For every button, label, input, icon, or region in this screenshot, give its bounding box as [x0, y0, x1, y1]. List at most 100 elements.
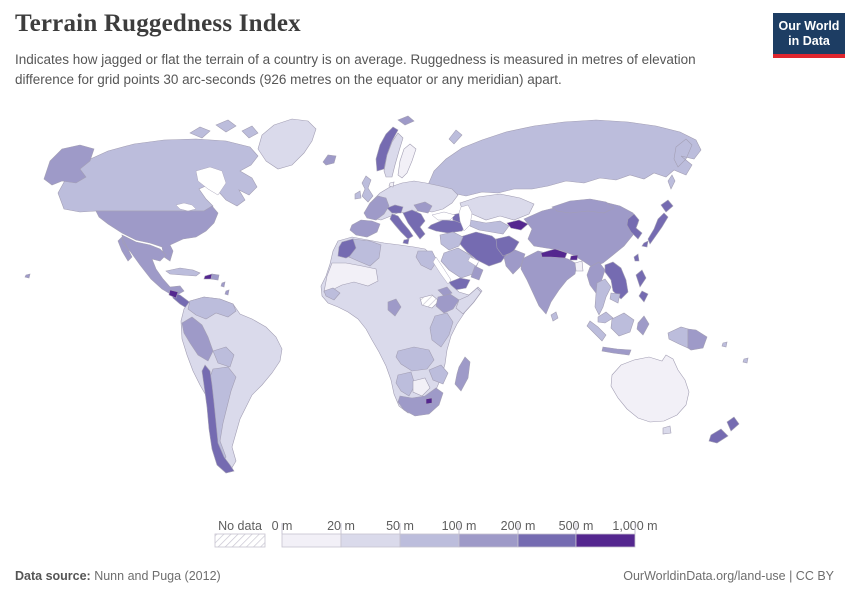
region-chile[interactable]: [201, 364, 235, 474]
region-algeria[interactable]: [348, 238, 382, 267]
region-haiti[interactable]: [203, 273, 213, 280]
owid-logo[interactable]: Our World in Data: [773, 13, 845, 58]
region-angola-zambia[interactable]: [395, 346, 435, 372]
region-usa[interactable]: [95, 205, 219, 262]
region-colombia-venezuela[interactable]: [187, 296, 237, 320]
region-finland[interactable]: [397, 143, 417, 179]
legend-bin-5[interactable]: [575, 533, 636, 548]
region-italy[interactable]: [389, 213, 414, 245]
region-madagascar[interactable]: [454, 356, 471, 392]
region-lesotho[interactable]: [425, 397, 433, 405]
legend-bin-4[interactable]: [517, 533, 577, 548]
region-somalia[interactable]: [455, 287, 482, 315]
chart-subtitle: Indicates how jagged or flat the terrain…: [15, 52, 696, 87]
legend-no-data-label: No data: [218, 519, 262, 533]
region-guinea[interactable]: [323, 287, 341, 301]
region-bangladesh[interactable]: [574, 260, 584, 272]
region-cameroon[interactable]: [387, 298, 402, 317]
region-dominican-republic[interactable]: [210, 273, 220, 281]
region-new-guinea-west[interactable]: [667, 326, 689, 349]
region-thailand[interactable]: [594, 278, 612, 316]
footer-source-label: Data source:: [15, 569, 91, 583]
region-alps[interactable]: [386, 204, 404, 214]
world-map: [24, 115, 749, 474]
region-taiwan[interactable]: [633, 253, 640, 262]
region-south-sudan[interactable]: [419, 294, 440, 309]
region-arctic-islands[interactable]: [189, 119, 259, 139]
region-zimbabwe-mozambique[interactable]: [428, 364, 449, 385]
region-papua-new-guinea[interactable]: [687, 328, 708, 351]
region-tasmania[interactable]: [662, 425, 672, 435]
legend-bin-2[interactable]: [399, 533, 460, 548]
map-legend: No data 0 m 20 m 50 m 100 m 200 m 500 m …: [214, 519, 658, 548]
region-novaya-zemlya[interactable]: [448, 129, 463, 145]
region-oman[interactable]: [470, 265, 484, 281]
region-sweden[interactable]: [383, 132, 404, 178]
region-bolivia[interactable]: [212, 346, 235, 368]
region-cuba[interactable]: [165, 267, 201, 277]
red-sea: [432, 256, 452, 285]
region-namibia[interactable]: [395, 371, 416, 397]
caspian-sea: [458, 204, 473, 232]
region-australia[interactable]: [610, 354, 690, 423]
region-turkey[interactable]: [427, 219, 467, 234]
persian-gulf: [467, 256, 480, 267]
region-botswana[interactable]: [412, 377, 431, 397]
region-ethiopia[interactable]: [435, 293, 460, 314]
region-syria-iraq[interactable]: [439, 231, 464, 251]
region-japan[interactable]: [641, 199, 674, 248]
region-india[interactable]: [520, 250, 578, 315]
region-sulawesi[interactable]: [636, 315, 650, 336]
region-kyrgyz-tajik[interactable]: [506, 219, 529, 231]
region-france[interactable]: [363, 195, 390, 221]
region-laos-vietnam[interactable]: [604, 261, 629, 300]
region-lesser-antilles[interactable]: [220, 281, 230, 296]
region-south-africa[interactable]: [397, 387, 444, 417]
region-hawaii[interactable]: [24, 273, 31, 279]
region-russia[interactable]: [427, 119, 702, 197]
region-denmark[interactable]: [388, 181, 395, 188]
region-mongolia[interactable]: [551, 198, 615, 214]
owid-logo-line1: Our World: [778, 19, 840, 33]
region-pacific-islands[interactable]: [721, 341, 749, 364]
legend-bin-1[interactable]: [340, 533, 401, 548]
region-east-africa[interactable]: [429, 312, 454, 348]
region-romania[interactable]: [413, 201, 433, 214]
region-balkans[interactable]: [402, 209, 426, 240]
region-iceland[interactable]: [322, 154, 337, 166]
region-korea[interactable]: [626, 213, 643, 240]
region-guatemala[interactable]: [168, 289, 179, 299]
region-greenland[interactable]: [257, 118, 317, 170]
region-philippines[interactable]: [635, 269, 649, 303]
region-alaska[interactable]: [43, 144, 95, 186]
region-pakistan[interactable]: [503, 249, 526, 275]
region-bhutan[interactable]: [569, 254, 579, 261]
region-iran[interactable]: [459, 231, 508, 267]
region-ecuador-peru[interactable]: [181, 316, 214, 362]
region-mexico[interactable]: [117, 234, 185, 296]
region-sahara-west[interactable]: [323, 262, 379, 293]
region-svalbard[interactable]: [397, 115, 415, 126]
region-sumatra[interactable]: [586, 320, 607, 342]
region-nepal[interactable]: [540, 248, 568, 259]
region-ireland[interactable]: [354, 190, 362, 200]
legend-no-data-swatch[interactable]: [214, 533, 266, 548]
region-sri-lanka[interactable]: [550, 311, 559, 322]
region-spain-portugal[interactable]: [349, 219, 381, 238]
region-borneo[interactable]: [610, 312, 635, 337]
hudson-bay: [195, 166, 227, 196]
region-cambodia[interactable]: [609, 292, 621, 304]
legend-bin-0[interactable]: [281, 533, 342, 548]
footer-link[interactable]: OurWorldinData.org/land-use | CC BY: [623, 569, 834, 583]
black-sea: [431, 211, 456, 221]
legend-bin-3[interactable]: [458, 533, 519, 548]
region-malaysia[interactable]: [597, 311, 614, 324]
region-uk[interactable]: [361, 175, 374, 203]
region-central-asia[interactable]: [469, 219, 510, 235]
region-canada[interactable]: [57, 138, 259, 213]
region-eritrea[interactable]: [437, 286, 453, 297]
footer-source: Data source: Nunn and Puga (2012): [15, 569, 221, 583]
region-egypt[interactable]: [415, 250, 438, 271]
region-new-zealand[interactable]: [708, 416, 740, 444]
region-java[interactable]: [601, 346, 632, 356]
